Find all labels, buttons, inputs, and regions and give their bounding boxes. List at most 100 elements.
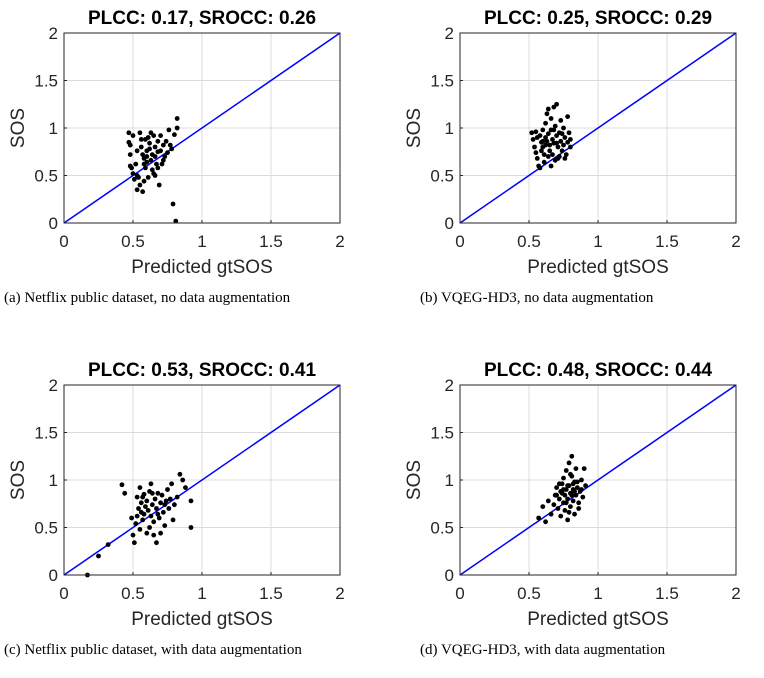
scatter-panel-a: 0 0.5 1 1.5 2 0 0.5 1 1.5 2 PLCC: 0.17, SROCC: 0.2… (0, 0, 360, 280)
data-point (122, 490, 128, 496)
caption-d: (d) VQEG-HD3, with data augmentation (420, 642, 666, 658)
data-point (541, 159, 547, 165)
data-point (152, 154, 158, 159)
data-point (561, 475, 566, 481)
data-point (158, 133, 164, 139)
x-tick-label: 1.5 (655, 584, 679, 603)
data-point (558, 513, 564, 519)
data-point (561, 142, 566, 148)
y-axis-label: SOS (404, 108, 425, 148)
data-point (141, 511, 147, 517)
data-point (131, 540, 137, 546)
data-point (565, 517, 571, 523)
x-tick-label: 1.5 (259, 584, 283, 603)
data-point (548, 116, 554, 121)
y-tick-label: 1 (445, 119, 454, 138)
data-point (152, 144, 158, 150)
data-point (143, 137, 148, 142)
data-point (147, 146, 152, 152)
data-point (563, 152, 569, 158)
data-point (149, 167, 155, 173)
data-point (169, 146, 175, 152)
data-point (566, 130, 572, 136)
data-point (143, 165, 148, 171)
data-point (572, 511, 577, 517)
data-point (137, 130, 143, 136)
data-point (566, 460, 572, 466)
data-point (167, 142, 173, 148)
reference-line (459, 384, 737, 576)
data-point (119, 482, 125, 488)
data-point (554, 140, 559, 146)
data-point (149, 490, 155, 496)
data-point (129, 515, 135, 521)
data-point (155, 165, 161, 171)
data-point (545, 498, 551, 504)
scatter-plot: 0 0.5 1 1.5 2 0 0.5 1 1.5 2 PLCC: 0.48, SROCC: 0.4… (404, 360, 741, 630)
data-point (144, 530, 150, 536)
data-point (547, 142, 553, 148)
data-point (554, 101, 559, 107)
data-point (559, 148, 565, 154)
data-point (149, 502, 155, 508)
data-point (144, 498, 150, 504)
y-tick-label: 2 (445, 24, 454, 43)
data-point (561, 125, 566, 131)
data-point (568, 504, 573, 509)
data-point (136, 175, 141, 180)
x-tick-label: 2 (731, 584, 740, 603)
y-tick-label: 2 (49, 24, 58, 43)
data-point (188, 498, 194, 504)
data-point (543, 135, 548, 140)
data-point (134, 494, 140, 500)
y-tick-label: 2 (49, 376, 58, 395)
data-point (172, 502, 177, 508)
caption-b: (b) VQEG-HD3, no data augmentation (420, 290, 654, 306)
data-point (570, 498, 576, 504)
reference-line (63, 32, 341, 224)
data-point (568, 137, 573, 142)
chart-title: PLCC: 0.25, SROCC: 0.29 (484, 8, 712, 29)
data-point (559, 131, 565, 137)
data-point (552, 123, 558, 129)
data-point (177, 471, 183, 477)
data-point (130, 171, 136, 177)
data-point (137, 485, 143, 490)
chart-title: PLCC: 0.53, SROCC: 0.41 (88, 360, 316, 381)
y-tick-label: 1 (49, 471, 58, 490)
data-point (183, 485, 188, 490)
y-tick-label: 2 (445, 376, 454, 395)
data-point (541, 152, 547, 158)
y-tick-label: 1.5 (430, 424, 454, 443)
data-point (563, 468, 569, 473)
y-tick-label: 0.5 (430, 519, 454, 538)
data-point (145, 508, 151, 513)
data-point (188, 525, 194, 530)
y-tick-label: 0.5 (430, 167, 454, 186)
data-point (555, 156, 561, 161)
data-point (148, 130, 154, 136)
x-axis-label: Predicted gtSOS (527, 257, 669, 278)
y-axis-label: SOS (404, 460, 425, 500)
data-point (581, 466, 587, 471)
data-point (155, 511, 161, 517)
x-axis-label: Predicted gtSOS (131, 609, 273, 630)
data-point (138, 137, 144, 142)
data-point (166, 506, 172, 511)
data-point (136, 506, 141, 511)
data-point (568, 471, 573, 477)
data-point (129, 165, 135, 171)
data-point (170, 201, 176, 207)
x-tick-label: 0.5 (121, 232, 145, 251)
data-point (151, 171, 157, 177)
data-point (540, 504, 546, 509)
data-point (166, 127, 172, 133)
data-point (540, 127, 546, 133)
data-point (160, 142, 166, 148)
data-point (573, 492, 579, 498)
y-tick-label: 1.5 (430, 72, 454, 91)
data-point (138, 144, 144, 150)
data-point (144, 159, 150, 165)
data-point (545, 154, 551, 159)
scatter-plot: 0 0.5 1 1.5 2 0 0.5 1 1.5 2 PLCC: 0.25, SROCC: 0.2… (404, 8, 741, 278)
